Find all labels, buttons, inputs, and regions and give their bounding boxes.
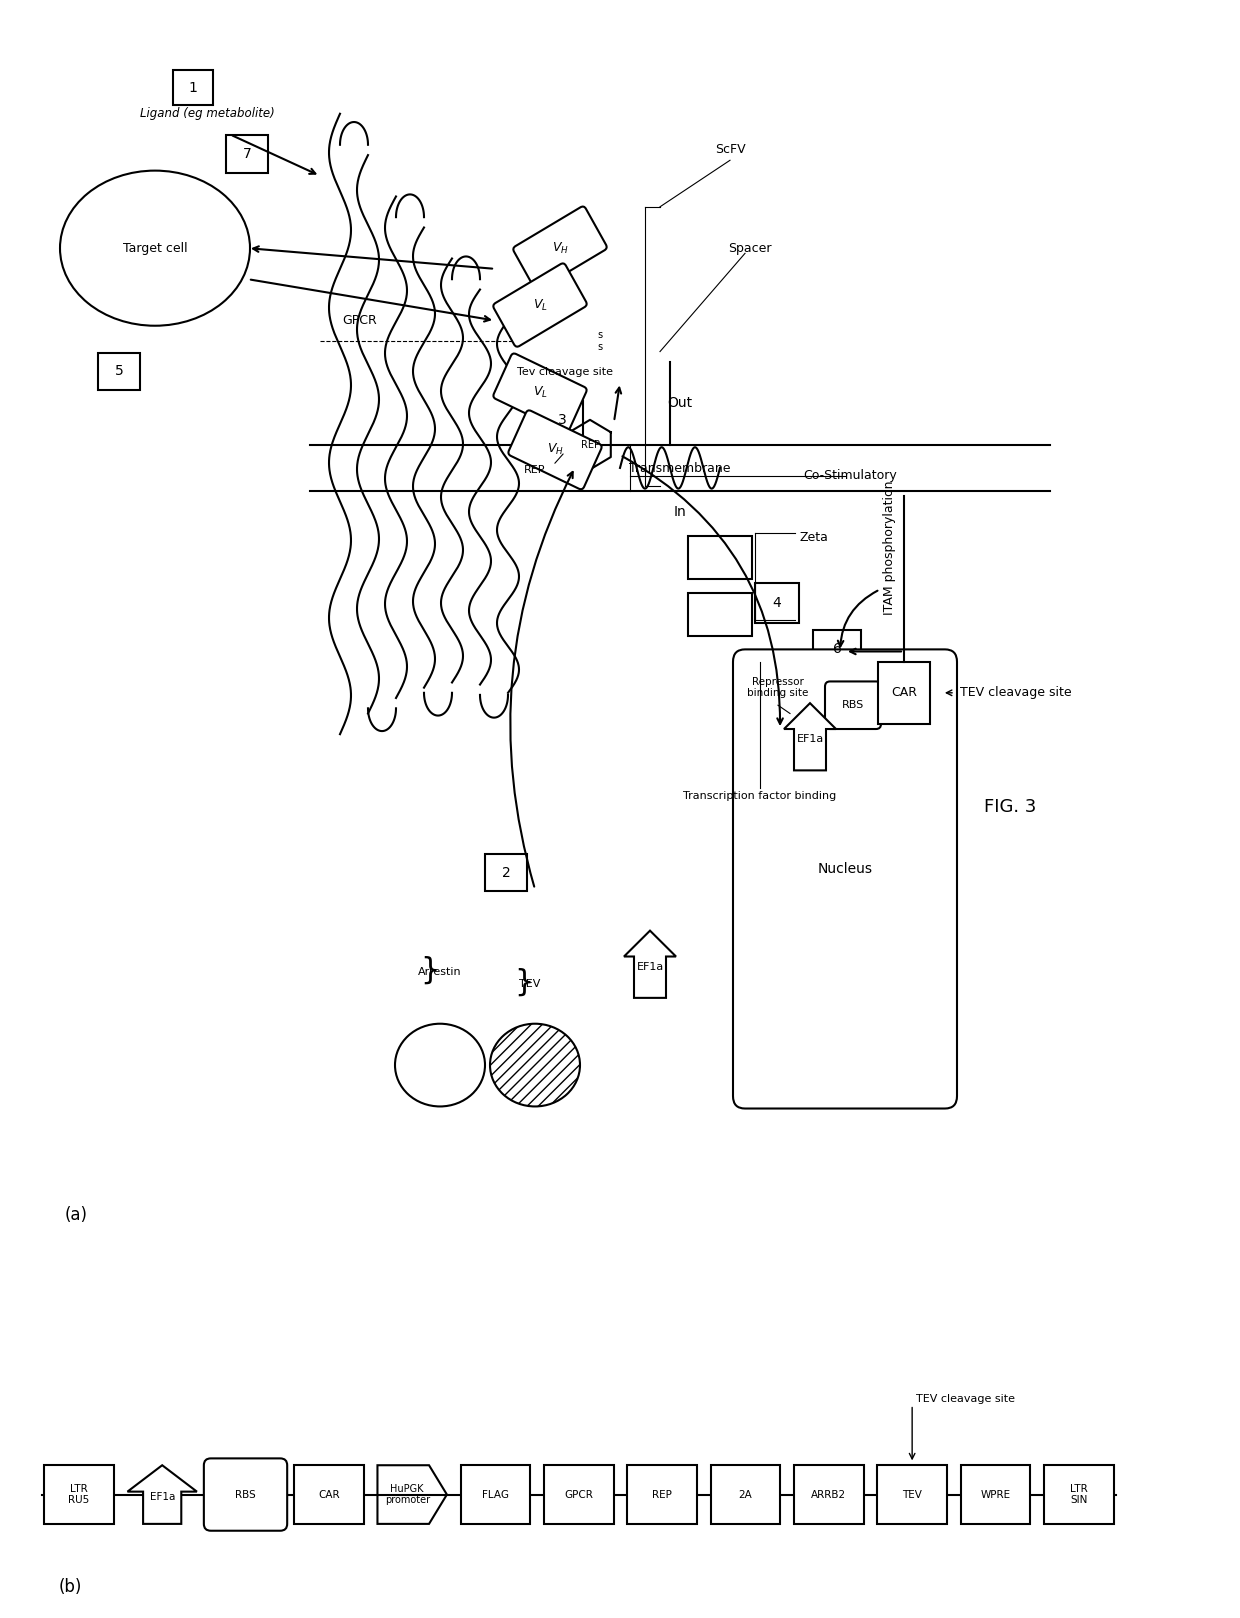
FancyBboxPatch shape — [226, 136, 268, 173]
FancyBboxPatch shape — [494, 264, 587, 346]
FancyBboxPatch shape — [485, 854, 527, 892]
Text: GPCR: GPCR — [342, 314, 377, 327]
FancyArrow shape — [784, 704, 836, 770]
Text: Out: Out — [667, 396, 693, 411]
Text: ARRB2: ARRB2 — [811, 1490, 847, 1500]
Text: Ligand (eg metabolite): Ligand (eg metabolite) — [140, 107, 275, 120]
Text: Nucleus: Nucleus — [817, 862, 873, 875]
Text: RBS: RBS — [236, 1490, 255, 1500]
Text: (a): (a) — [64, 1205, 88, 1225]
Text: FLAG: FLAG — [482, 1490, 508, 1500]
Bar — [794, 1466, 863, 1524]
Text: WPRE: WPRE — [981, 1490, 1011, 1500]
Bar — [45, 1466, 114, 1524]
Text: EF1a: EF1a — [636, 961, 663, 972]
Text: $V_H$: $V_H$ — [547, 442, 563, 458]
Text: CAR: CAR — [892, 686, 918, 699]
FancyBboxPatch shape — [508, 411, 601, 489]
Bar — [1044, 1466, 1114, 1524]
FancyBboxPatch shape — [98, 353, 140, 390]
Text: 5: 5 — [114, 364, 123, 379]
Text: 1: 1 — [188, 81, 197, 95]
Text: Zeta: Zeta — [800, 531, 828, 544]
Text: TEV: TEV — [520, 979, 541, 990]
Bar — [627, 1466, 697, 1524]
Text: Transcription factor binding: Transcription factor binding — [683, 791, 837, 801]
Text: TEV cleavage site: TEV cleavage site — [916, 1393, 1016, 1404]
Text: FIG. 3: FIG. 3 — [983, 798, 1037, 815]
Bar — [544, 1466, 614, 1524]
Text: HuPGK
promoter: HuPGK promoter — [384, 1484, 430, 1505]
Text: LTR
SIN: LTR SIN — [1070, 1484, 1087, 1505]
Bar — [294, 1466, 363, 1524]
FancyBboxPatch shape — [733, 649, 957, 1108]
Bar — [461, 1466, 531, 1524]
Bar — [688, 592, 751, 636]
Text: $V_L$: $V_L$ — [532, 385, 547, 401]
FancyBboxPatch shape — [755, 582, 799, 623]
Text: 2A: 2A — [739, 1490, 753, 1500]
Text: }: } — [420, 955, 440, 984]
Text: LTR
RU5: LTR RU5 — [68, 1484, 89, 1505]
FancyBboxPatch shape — [813, 629, 861, 668]
Text: Arrestin: Arrestin — [418, 968, 461, 977]
Text: 7: 7 — [243, 147, 252, 162]
Text: REP: REP — [523, 466, 546, 476]
Text: 4: 4 — [773, 595, 781, 610]
Text: 2: 2 — [502, 866, 511, 880]
Text: EF1a: EF1a — [150, 1492, 175, 1502]
Text: TEV: TEV — [903, 1490, 923, 1500]
FancyBboxPatch shape — [203, 1458, 288, 1531]
Text: }: } — [515, 968, 533, 997]
Text: In: In — [673, 505, 687, 519]
Text: REP: REP — [652, 1490, 672, 1500]
Text: s
s: s s — [598, 330, 603, 353]
Text: ITAM phosphorylation: ITAM phosphorylation — [883, 481, 897, 615]
FancyBboxPatch shape — [541, 401, 583, 438]
Text: GPCR: GPCR — [564, 1490, 593, 1500]
Text: EF1a: EF1a — [796, 735, 823, 744]
FancyBboxPatch shape — [825, 681, 880, 730]
Bar — [711, 1466, 780, 1524]
Text: CAR: CAR — [317, 1490, 340, 1500]
Text: Co-Stimulatory: Co-Stimulatory — [804, 469, 897, 482]
Bar — [961, 1466, 1030, 1524]
Text: $V_H$: $V_H$ — [552, 241, 568, 256]
Bar — [878, 1466, 947, 1524]
Text: RBS: RBS — [842, 701, 864, 710]
Text: Tev cleavage site: Tev cleavage site — [517, 367, 613, 377]
Text: Transmembrane: Transmembrane — [629, 461, 730, 476]
Text: $V_L$: $V_L$ — [532, 298, 547, 312]
FancyBboxPatch shape — [174, 70, 213, 105]
Text: REP: REP — [580, 440, 599, 450]
Text: Spacer: Spacer — [728, 241, 771, 254]
FancyBboxPatch shape — [513, 207, 606, 290]
Bar — [688, 536, 751, 579]
FancyArrow shape — [624, 930, 676, 998]
Text: ScFV: ScFV — [714, 144, 745, 157]
Text: Repressor
binding site: Repressor binding site — [748, 676, 808, 699]
Text: 3: 3 — [558, 413, 567, 427]
Ellipse shape — [490, 1024, 580, 1107]
Text: (b): (b) — [60, 1578, 82, 1597]
Text: TEV cleavage site: TEV cleavage site — [960, 686, 1071, 699]
Text: 6: 6 — [832, 642, 842, 657]
Text: Target cell: Target cell — [123, 241, 187, 254]
Bar — [878, 662, 930, 723]
FancyBboxPatch shape — [494, 353, 587, 432]
FancyArrow shape — [128, 1466, 197, 1524]
